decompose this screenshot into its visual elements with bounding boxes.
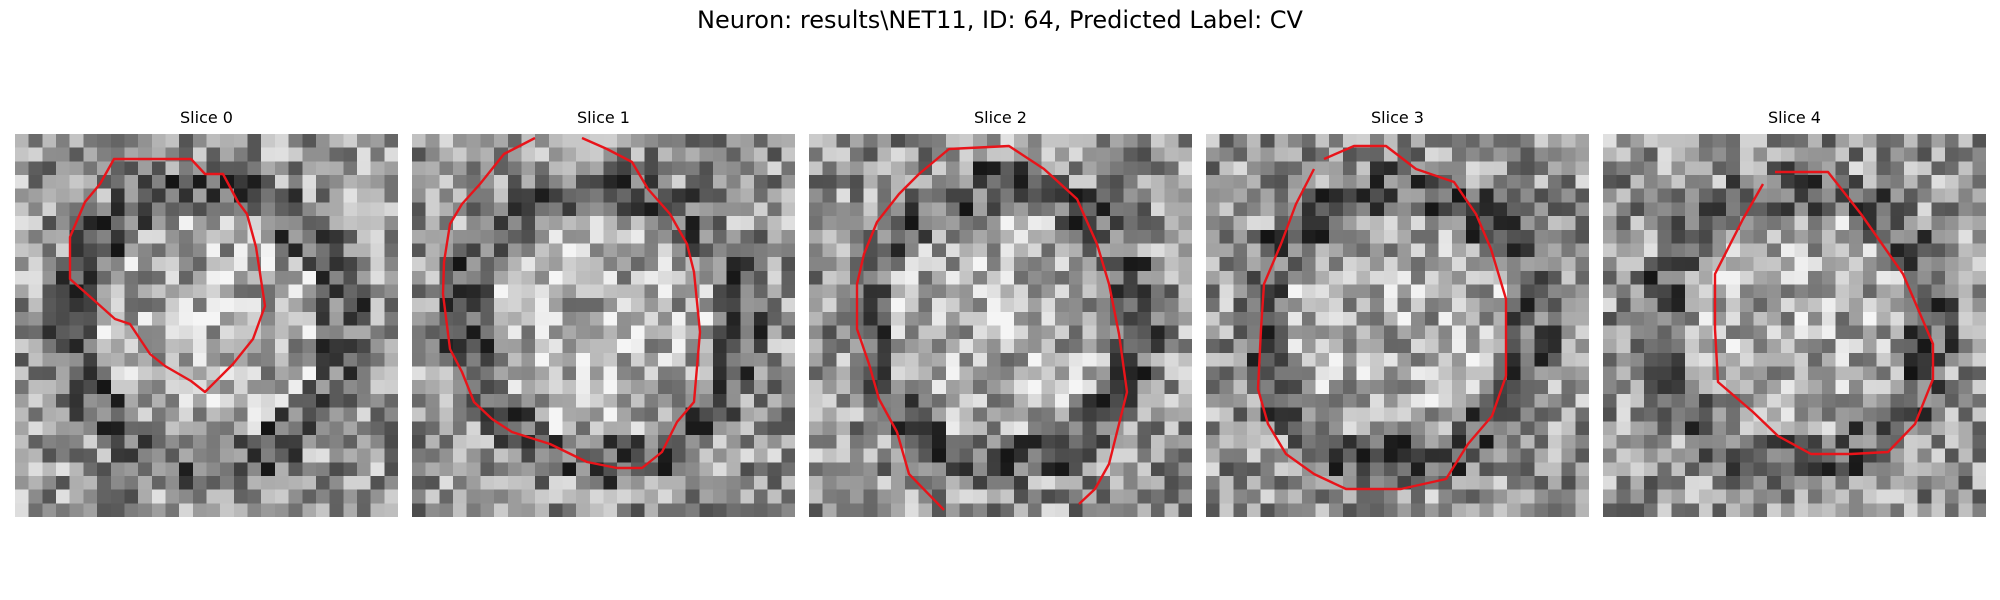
slice-4-contour bbox=[1713, 170, 1935, 456]
slice-0-panel bbox=[15, 134, 398, 517]
slice-2-contour bbox=[855, 144, 1129, 511]
slice-4-title: Slice 4 bbox=[1768, 108, 1821, 127]
slice-0-image bbox=[15, 134, 398, 517]
slice-1-contour bbox=[441, 136, 702, 470]
slice-4-panel bbox=[1603, 134, 1986, 517]
slice-3-title: Slice 3 bbox=[1371, 108, 1424, 127]
slice-3-panel bbox=[1206, 134, 1589, 517]
slice-2-panel bbox=[809, 134, 1192, 517]
slice-0-contour bbox=[68, 157, 267, 394]
slice-3-contour bbox=[1256, 144, 1508, 491]
slice-0-title: Slice 0 bbox=[180, 108, 233, 127]
slice-2-title: Slice 2 bbox=[974, 108, 1027, 127]
slice-1-image bbox=[412, 134, 795, 517]
figure-title: Neuron: results\NET11, ID: 64, Predicted… bbox=[697, 6, 1303, 34]
slice-1-panel bbox=[412, 134, 795, 517]
slice-4-image bbox=[1603, 134, 1986, 517]
slice-3-image bbox=[1206, 134, 1589, 517]
slice-1-title: Slice 1 bbox=[577, 108, 630, 127]
slice-2-image bbox=[809, 134, 1192, 517]
